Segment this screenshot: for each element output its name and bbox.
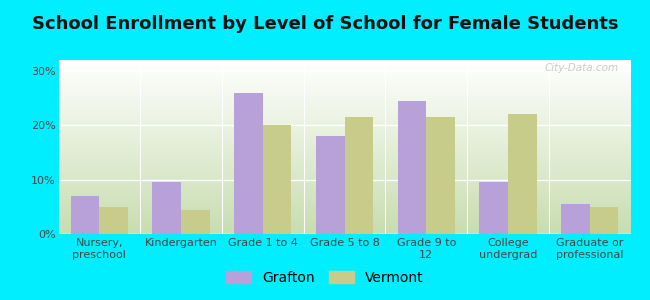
Bar: [561, 204, 590, 234]
Bar: [181, 209, 210, 234]
Bar: [590, 207, 618, 234]
Bar: [344, 117, 373, 234]
Bar: [316, 136, 344, 234]
Bar: [426, 117, 455, 234]
Bar: [479, 182, 508, 234]
Bar: [99, 207, 128, 234]
Bar: [263, 125, 291, 234]
Text: School Enrollment by Level of School for Female Students: School Enrollment by Level of School for…: [32, 15, 618, 33]
Bar: [71, 196, 99, 234]
Bar: [153, 182, 181, 234]
Bar: [508, 114, 536, 234]
Legend: Grafton, Vermont: Grafton, Vermont: [221, 265, 429, 290]
Text: City-Data.com: City-Data.com: [545, 64, 619, 74]
Bar: [234, 93, 263, 234]
Bar: [398, 101, 426, 234]
